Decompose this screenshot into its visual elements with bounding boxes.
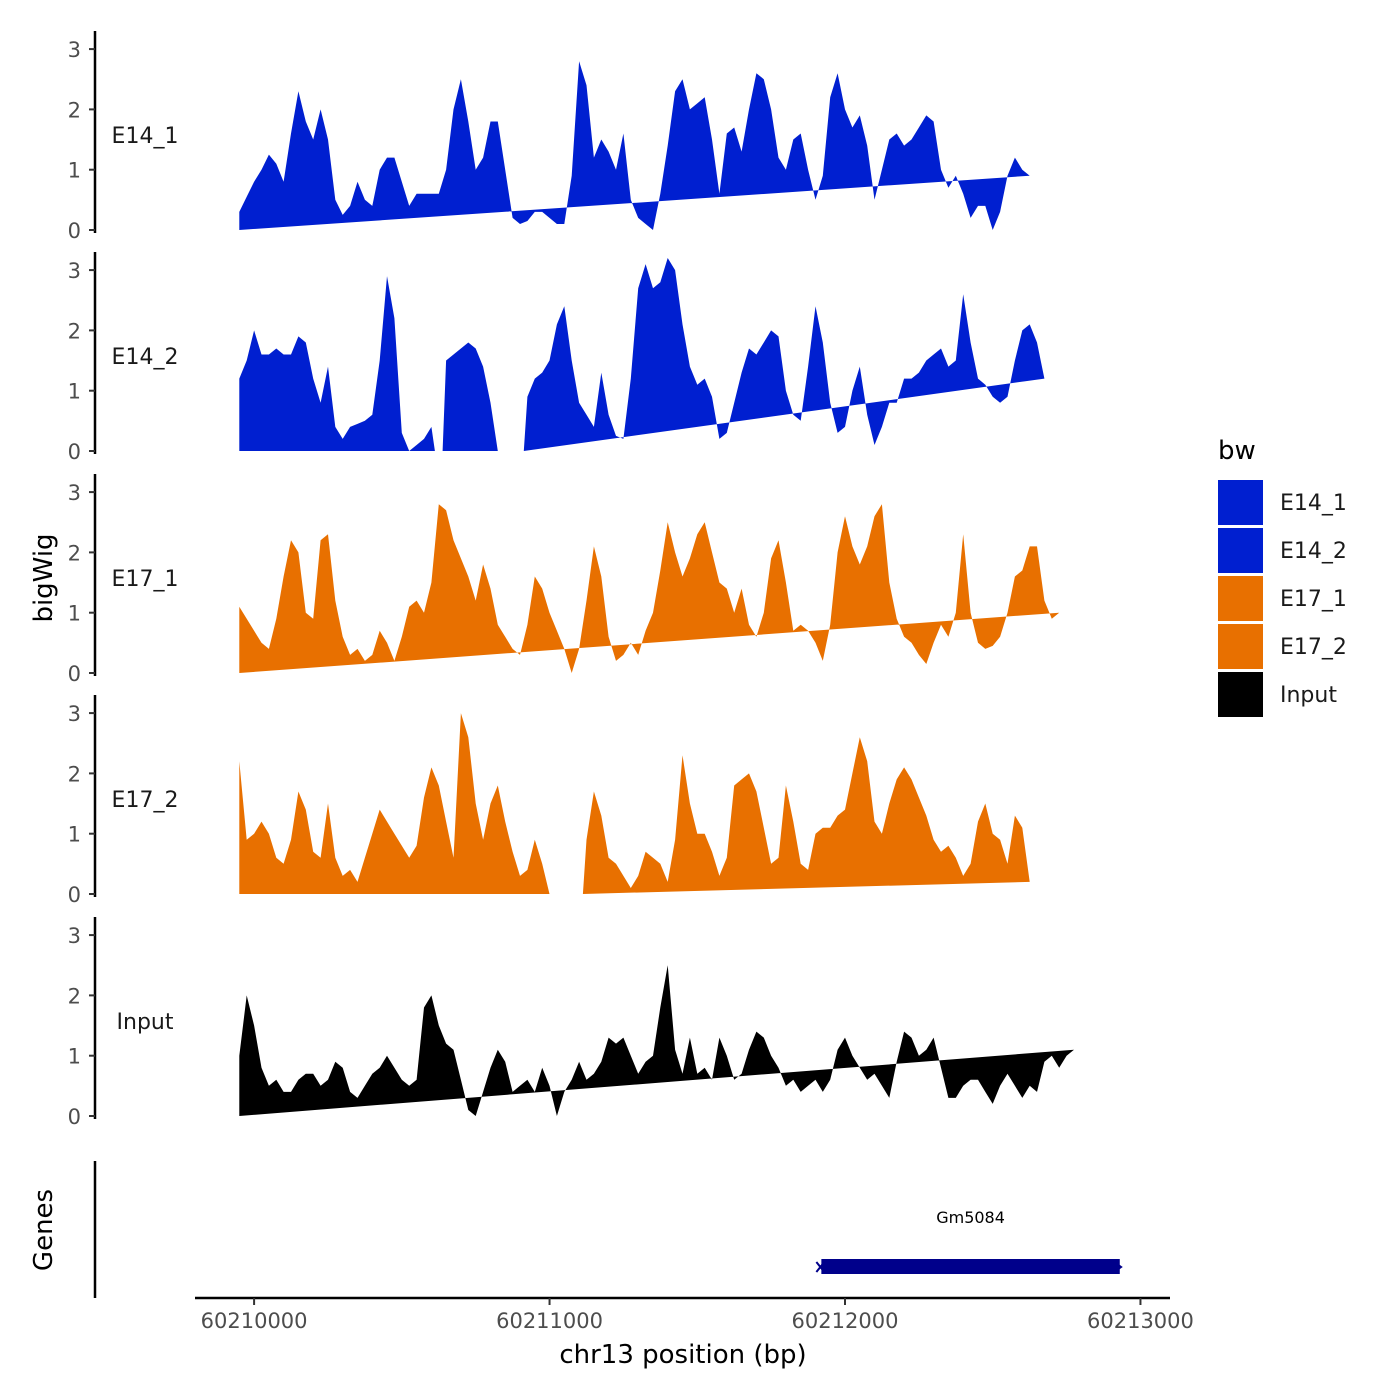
- y-tick-label: 3: [68, 702, 81, 726]
- y-tick-label: 0: [68, 440, 81, 464]
- gene-start-marker: [815, 1261, 826, 1273]
- y-tick-label: 3: [68, 924, 81, 948]
- area-E17_2: [582, 737, 1030, 894]
- y-tick-label: 2: [68, 319, 81, 343]
- y-tick-label: 0: [68, 662, 81, 686]
- area-E14_2: [523, 258, 1045, 451]
- track-E17_1: 0 1 2 3 E17_1: [68, 474, 1060, 686]
- track-label-E14_1: E14_1: [112, 124, 179, 149]
- track-label-E17_1: E17_1: [112, 567, 179, 592]
- y-tick-label: 3: [68, 481, 81, 505]
- x-tick-label: 60213000: [1087, 1309, 1194, 1333]
- legend-swatch-E17_2: [1218, 624, 1263, 669]
- legend-label-Input: Input: [1280, 683, 1337, 708]
- legend-swatch-E17_1: [1218, 576, 1263, 621]
- area-E17_2: [239, 713, 561, 894]
- gene-label: Gm5084: [936, 1208, 1005, 1227]
- coverage-tracks: 0 1 2 3 E14_1 0 1 2 3 E14_2 0 1 2 3 E17_1 0 1 2 3 E17_2 0 1 2 3…: [68, 31, 1075, 1129]
- gene-axis-title: Genes: [29, 1189, 59, 1271]
- x-tick-label: 60212000: [792, 1309, 899, 1333]
- gene-body: [821, 1259, 1120, 1274]
- area-E14_2: [239, 276, 435, 451]
- x-tick-label: 60210000: [201, 1309, 308, 1333]
- legend: bw E14_1 E14_2 E17_1 E17_2 Input: [1218, 436, 1347, 717]
- legend-label-E14_1: E14_1: [1280, 491, 1347, 516]
- area-E14_1: [239, 61, 1030, 231]
- area-E17_1: [239, 504, 1060, 673]
- y-tick-label: 0: [68, 1105, 81, 1129]
- x-axis: 60210000 60211000 60212000 60213000: [195, 1296, 1194, 1333]
- legend-swatch-Input: [1218, 672, 1263, 717]
- y-tick-label: 0: [68, 883, 81, 907]
- y-tick-label: 1: [68, 823, 81, 847]
- y-tick-label: 1: [68, 602, 81, 626]
- track-E14_1: 0 1 2 3 E14_1: [68, 31, 1030, 243]
- x-axis-title: chr13 position (bp): [559, 1340, 806, 1370]
- legend-swatch-E14_2: [1218, 528, 1263, 573]
- legend-swatch-E14_1: [1218, 480, 1263, 525]
- legend-label-E14_2: E14_2: [1280, 539, 1347, 564]
- gene-track-panel: Gm5084: [93, 1161, 1123, 1298]
- legend-label-E17_1: E17_1: [1280, 587, 1347, 612]
- y-tick-label: 1: [68, 1045, 81, 1069]
- area-Input: [239, 965, 1075, 1116]
- area-E14_2: [442, 342, 509, 451]
- x-tick-label: 60211000: [496, 1309, 603, 1333]
- y-axis-title: bigWig: [29, 533, 59, 622]
- y-tick-label: 2: [68, 762, 81, 786]
- track-label-Input: Input: [117, 1010, 174, 1035]
- y-tick-label: 1: [68, 159, 81, 183]
- y-tick-label: 3: [68, 259, 81, 283]
- y-tick-label: 2: [68, 98, 81, 122]
- y-tick-label: 2: [68, 984, 81, 1008]
- track-label-E17_2: E17_2: [112, 788, 179, 813]
- track-label-E14_2: E14_2: [112, 345, 179, 370]
- y-tick-label: 2: [68, 541, 81, 565]
- legend-label-E17_2: E17_2: [1280, 635, 1347, 660]
- y-tick-label: 0: [68, 219, 81, 243]
- track-Input: 0 1 2 3 Input: [68, 917, 1075, 1129]
- track-E14_2: 0 1 2 3 E14_2: [68, 252, 1045, 464]
- gene-strand-arrow: [1115, 1262, 1123, 1272]
- track-E17_2: 0 1 2 3 E17_2: [68, 695, 1030, 907]
- y-tick-label: 1: [68, 380, 81, 404]
- legend-title: bw: [1218, 436, 1256, 466]
- y-tick-label: 3: [68, 38, 81, 62]
